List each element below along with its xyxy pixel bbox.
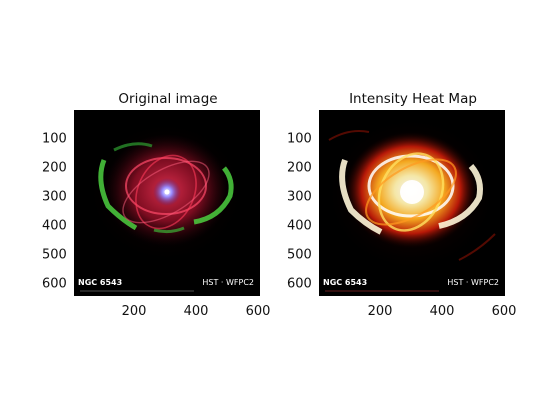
left-xtick-400: 400 [183,304,209,319]
left-panel-title: Original image [118,91,218,107]
nebula-heat-map-image [319,110,505,296]
right-caption-object: NGC 6543 [323,278,368,287]
heat-map-axes: NGC 6543 HST · WFPC2 [319,110,505,296]
right-xtick-600: 600 [491,304,517,319]
left-ytick-600: 600 [42,276,67,292]
original-image-axes: NGC 6543 HST · WFPC2 [74,110,260,296]
left-xtick-600: 600 [245,304,271,319]
left-ytick-100: 100 [42,131,67,147]
right-ytick-500: 500 [287,247,312,263]
right-ytick-100: 100 [287,131,312,147]
nebula-original-image [74,110,260,296]
right-ytick-200: 200 [287,160,312,176]
right-ytick-600: 600 [287,276,312,292]
left-caption-instrument: HST · WFPC2 [202,278,254,287]
right-caption-instrument: HST · WFPC2 [447,278,499,287]
left-ytick-200: 200 [42,160,67,176]
right-xtick-200: 200 [367,304,393,319]
left-xtick-200: 200 [121,304,147,319]
left-ytick-400: 400 [42,218,67,234]
right-ytick-300: 300 [287,189,312,205]
right-ytick-400: 400 [287,218,312,234]
right-panel-title: Intensity Heat Map [349,91,477,107]
left-ytick-300: 300 [42,189,67,205]
left-ytick-500: 500 [42,247,67,263]
left-caption-object: NGC 6543 [78,278,123,287]
right-xtick-400: 400 [429,304,455,319]
